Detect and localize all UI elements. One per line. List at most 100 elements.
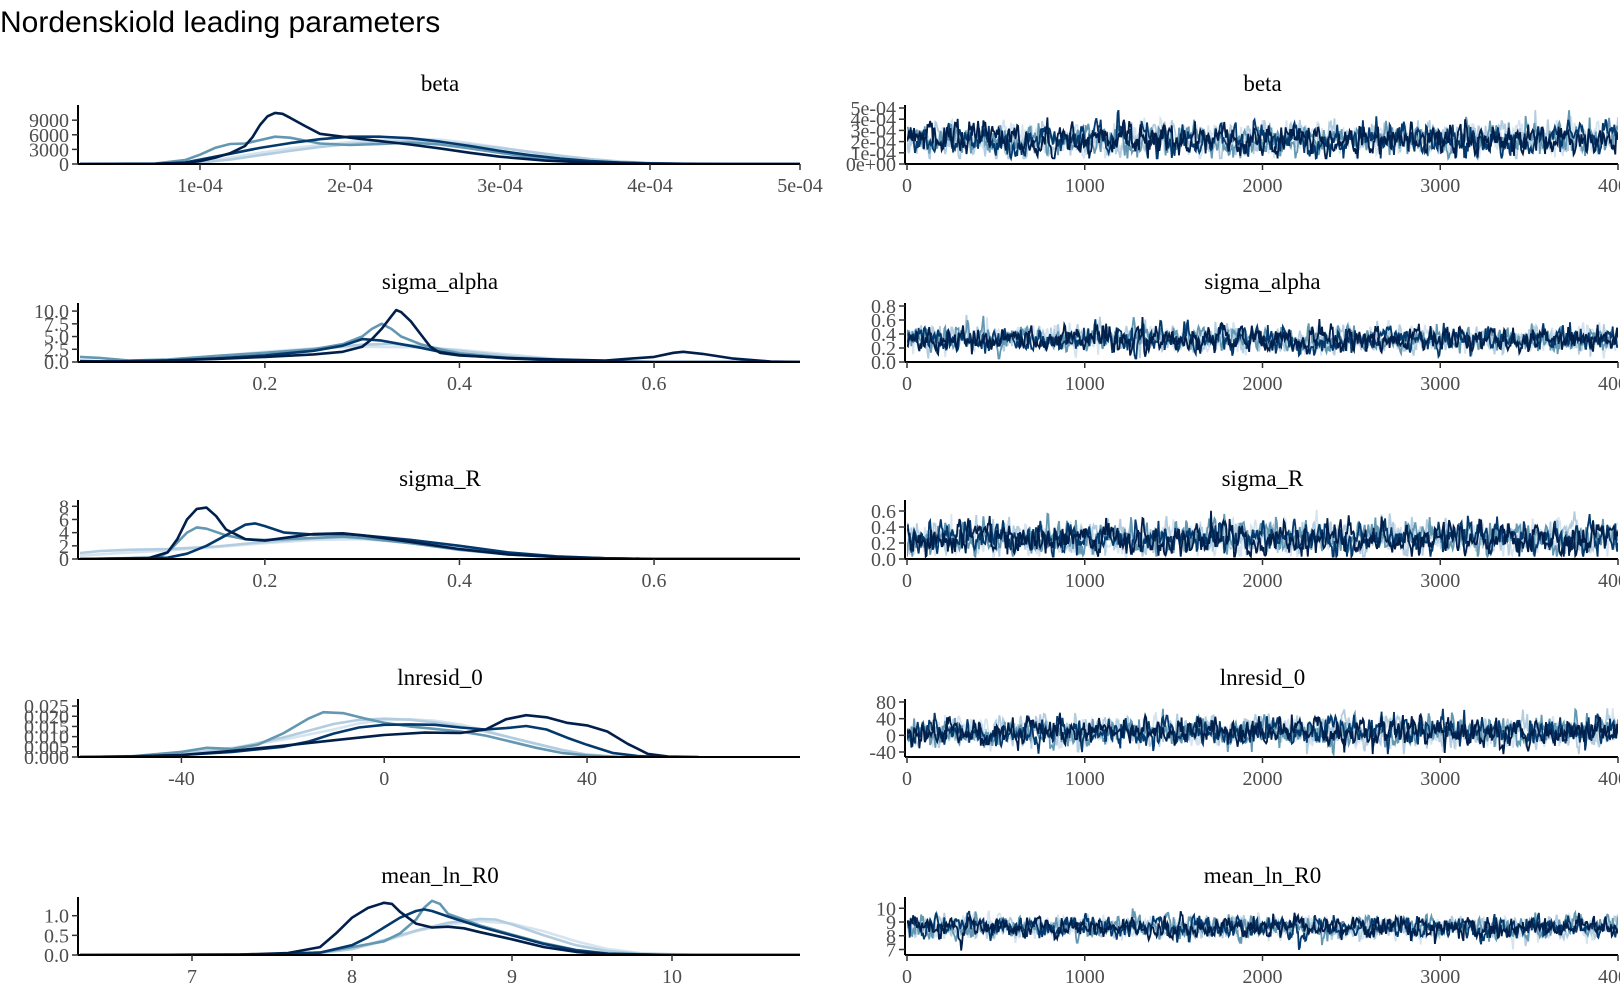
panel-title: beta (421, 71, 459, 96)
trace-line-chain-1 (907, 910, 1618, 951)
y-tick-label: 2.5 (44, 339, 69, 361)
series-group (80, 710, 699, 757)
y-tick-label: 4 (59, 523, 69, 545)
series-group (907, 509, 1618, 559)
panel-title: lnresid_0 (397, 665, 483, 690)
y-tick-label: 6000 (29, 125, 69, 147)
x-tick-label: 1000 (1065, 966, 1105, 988)
x-tick-label: 0.6 (642, 570, 667, 592)
density-line-chain-2 (80, 908, 800, 955)
x-tick-label: 0 (902, 768, 912, 790)
x-tick-label: 2000 (1243, 373, 1283, 395)
series-group (80, 308, 800, 362)
y-tick-label: 0.8 (871, 296, 896, 318)
y-tick-label: 0 (59, 549, 69, 571)
x-tick-label: 4e-04 (627, 175, 673, 197)
x-tick-label: 0.6 (642, 373, 667, 395)
density-line-chain-1 (80, 713, 699, 757)
series-group (907, 314, 1618, 360)
x-tick-label: 3000 (1420, 570, 1460, 592)
x-tick-label: 0 (379, 768, 389, 790)
x-tick-label: 10 (662, 966, 682, 988)
y-tick-label: 0 (59, 154, 69, 176)
y-tick-label: 0.0 (44, 945, 69, 967)
y-tick-label: 80 (876, 692, 896, 714)
x-tick-label: 1000 (1065, 373, 1105, 395)
y-tick-label: 7.5 (44, 314, 69, 336)
y-tick-label: 0.0 (871, 352, 896, 374)
x-tick-label: 0 (902, 966, 912, 988)
y-tick-label: 9000 (29, 110, 69, 132)
panel-title: mean_ln_R0 (381, 863, 499, 888)
series-group (907, 908, 1618, 951)
y-tick-label: 2e-04 (850, 132, 896, 154)
y-tick-label: 0.2 (871, 338, 896, 360)
x-tick-label: 0 (902, 175, 912, 197)
x-tick-label: 4000 (1598, 373, 1620, 395)
x-tick-label: 1000 (1065, 768, 1105, 790)
y-tick-label: 0.6 (871, 310, 896, 332)
y-tick-label: 0.2 (871, 533, 896, 555)
series-group (80, 899, 800, 955)
y-tick-label: 40 (876, 709, 896, 731)
x-tick-label: 8 (347, 966, 357, 988)
x-tick-label: 0.2 (252, 373, 277, 395)
density-line-chain-1 (80, 111, 800, 164)
x-tick-label: 1000 (1065, 570, 1105, 592)
y-tick-label: 10.0 (34, 301, 69, 323)
y-tick-label: 2 (59, 536, 69, 558)
x-tick-label: 7 (187, 966, 197, 988)
panel-sigma_alpha-trace: sigma_alpha 0 1000 2000 3000 4000 0.00.20.40.6… (871, 269, 1620, 395)
trace-line-chain-1 (907, 317, 1618, 357)
y-tick-label: 1.0 (44, 906, 69, 928)
panel-title: sigma_alpha (382, 269, 498, 294)
panel-title: sigma_R (399, 466, 481, 491)
x-tick-label: 3000 (1420, 175, 1460, 197)
x-tick-label: 4000 (1598, 175, 1620, 197)
x-tick-label: 3e-04 (477, 175, 523, 197)
density-line-chain-2 (80, 522, 800, 559)
series-group (80, 506, 800, 559)
panel-title: beta (1243, 71, 1281, 96)
panel-title: sigma_alpha (1204, 269, 1320, 294)
y-tick-label: 0e+00 (846, 154, 896, 176)
trace-line-chain-1 (907, 117, 1618, 160)
trace-line-chain-1 (907, 510, 1618, 559)
y-tick-label: 4e-04 (850, 109, 896, 131)
x-tick-label: 4000 (1598, 570, 1620, 592)
y-tick-label: 0 (886, 725, 896, 747)
y-tick-label: 0.005 (24, 737, 69, 759)
y-tick-label: 10 (876, 898, 896, 920)
density-line-chain-3 (80, 710, 618, 757)
panel-sigma_R-trace: sigma_R 0 1000 2000 3000 4000 0.00.20.40.6 (871, 466, 1620, 592)
y-tick-label: 0.000 (24, 747, 69, 769)
y-tick-label: 8 (886, 926, 896, 948)
y-tick-label: 9 (886, 912, 896, 934)
x-tick-label: 9 (507, 966, 517, 988)
x-tick-label: 2000 (1243, 175, 1283, 197)
panel-beta-density: beta 1e-04 2e-04 3e-04 4e-04 5e-04 03000600090… (29, 71, 823, 197)
x-tick-label: 1000 (1065, 175, 1105, 197)
x-tick-label: 0.4 (447, 570, 472, 592)
y-tick-label: 3000 (29, 139, 69, 161)
density-line-chain-1 (80, 506, 800, 559)
x-tick-label: 2000 (1243, 966, 1283, 988)
page-title: Nordenskiold leading parameters (0, 6, 441, 39)
density-line-chain-4 (80, 917, 800, 955)
y-tick-label: 7 (886, 940, 896, 962)
y-tick-label: 0.015 (24, 716, 69, 738)
x-tick-label: 2000 (1243, 570, 1283, 592)
y-tick-label: 0.020 (24, 706, 69, 728)
y-tick-label: 5e-04 (850, 98, 896, 120)
y-tick-label: -40 (869, 742, 896, 764)
x-tick-label: 0 (902, 570, 912, 592)
y-tick-label: 8 (59, 496, 69, 518)
x-tick-label: 3000 (1420, 768, 1460, 790)
y-tick-label: 0.5 (44, 925, 69, 947)
x-tick-label: 1e-04 (177, 175, 223, 197)
x-tick-label: -40 (168, 768, 195, 790)
x-tick-label: 2000 (1243, 768, 1283, 790)
